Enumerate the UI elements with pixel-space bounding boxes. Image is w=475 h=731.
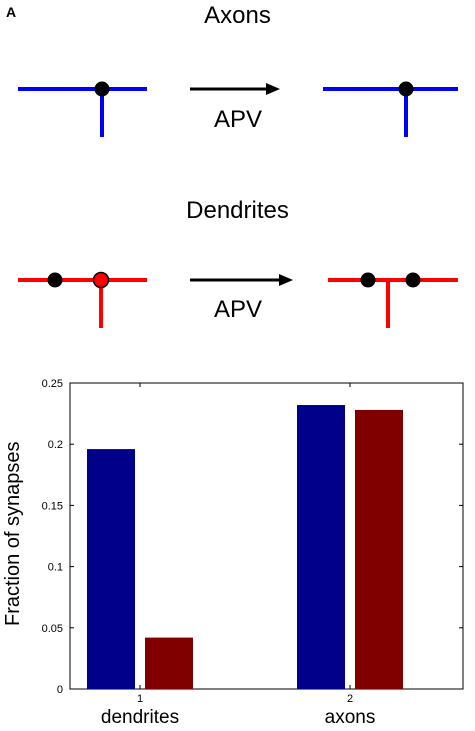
y-tick-label: 0.1 bbox=[48, 562, 63, 574]
x-category-label: dendrites bbox=[101, 707, 179, 728]
arrow-axons bbox=[190, 83, 280, 95]
x-tick-label: 1 bbox=[137, 693, 143, 705]
y-axis-ticks: 0 0.05 0.1 0.15 0.2 0.25 bbox=[42, 378, 463, 696]
y-tick-label: 0.05 bbox=[42, 623, 63, 635]
apv-label-dendrites: APV bbox=[214, 296, 263, 323]
dendrite-synapse bbox=[405, 272, 421, 288]
bar-axons-series-1 bbox=[297, 405, 345, 689]
dendrite-synapse bbox=[47, 272, 63, 288]
x-tick-label: 2 bbox=[347, 693, 353, 705]
axon-synapse bbox=[94, 81, 110, 97]
apv-label-axons: APV bbox=[214, 106, 263, 133]
x-axis-ticks: 1 dendrites 2 axons bbox=[101, 383, 375, 728]
axon-synapse bbox=[398, 81, 414, 97]
y-axis-label: Fraction of synapses bbox=[2, 441, 24, 626]
axons-heading: Axons bbox=[204, 2, 271, 29]
dendrite-diagram-before bbox=[18, 271, 147, 328]
bar-chart: 0 0.05 0.1 0.15 0.2 0.25 1 dendrites 2 axons bbox=[42, 378, 464, 728]
bar-dendrites-series-1 bbox=[87, 449, 135, 689]
x-category-label: axons bbox=[325, 707, 376, 728]
y-tick-label: 0 bbox=[57, 684, 63, 696]
axon-diagram-before bbox=[18, 81, 147, 137]
dendrites-heading: Dendrites bbox=[186, 197, 289, 224]
dendrite-synapse-highlighted bbox=[92, 271, 110, 289]
dendrite-synapse bbox=[360, 272, 376, 288]
arrow-dendrites bbox=[190, 274, 293, 286]
y-tick-label: 0.25 bbox=[42, 378, 63, 390]
axon-diagram-after bbox=[323, 81, 458, 137]
y-tick-label: 0.15 bbox=[42, 500, 63, 512]
bars bbox=[87, 405, 403, 689]
y-tick-label: 0.2 bbox=[48, 439, 63, 451]
bar-dendrites-series-2 bbox=[145, 637, 193, 689]
dendrite-diagram-after bbox=[328, 272, 458, 328]
plot-frame bbox=[69, 382, 464, 690]
bar-axons-series-2 bbox=[355, 409, 403, 689]
panel-a-letter: A bbox=[6, 4, 17, 20]
